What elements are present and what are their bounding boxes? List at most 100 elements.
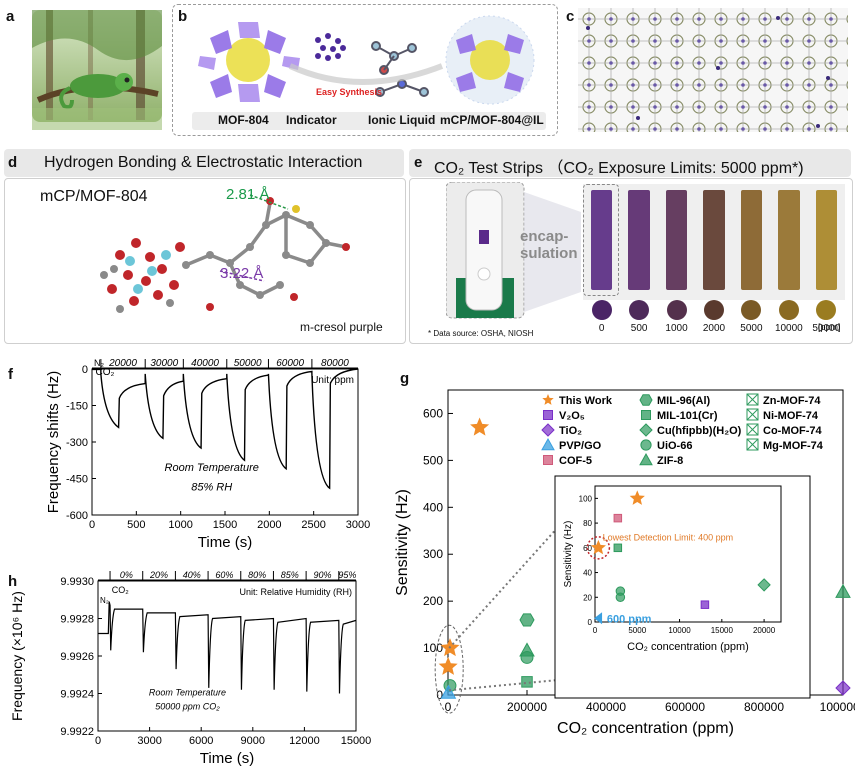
y-tick-label: 200 xyxy=(423,594,443,608)
marker-triangle xyxy=(835,583,851,598)
condition-temp: Room Temperature xyxy=(149,687,226,697)
marker-square xyxy=(641,410,651,420)
p600-label: 600 ppm xyxy=(607,613,652,625)
unit-note: Unit: ppm xyxy=(311,375,354,386)
panel-label-c: c xyxy=(566,8,575,25)
test-strip-vial xyxy=(628,190,650,290)
inset-y-tick-label: 80 xyxy=(583,519,592,528)
y-tick-label: -450 xyxy=(66,474,88,486)
y-tick-label: 600 xyxy=(423,406,443,420)
marker-hexagon xyxy=(639,394,653,406)
marker-diamond xyxy=(757,578,771,592)
inset-y-tick-label: 100 xyxy=(579,494,593,503)
chart-f-frequency-shifts: N₂ 20000 30000 40000 50000 60000 800000 500 1000… xyxy=(45,358,370,550)
condition-temp: Room Temperature xyxy=(165,462,259,474)
gas-label: N₂ xyxy=(94,358,104,368)
y-tick-label: 9.9924 xyxy=(60,689,94,701)
marker-diamond xyxy=(835,680,851,696)
inset-x-tick-label: 15000 xyxy=(711,626,734,635)
concentration-label: 2000 xyxy=(702,323,726,334)
legend-label: This Work xyxy=(559,395,613,407)
panel-d-frame xyxy=(4,178,406,344)
marker-cross xyxy=(746,438,759,451)
marker-triangle xyxy=(440,684,457,699)
concentration-label: 50000 xyxy=(812,323,841,334)
x-tick-label: 600000 xyxy=(665,700,705,714)
chameleon-illustration xyxy=(32,10,162,130)
panel-label-f: f xyxy=(8,366,13,383)
panel-e-title: CO₂ Test Strips （CO₂ Exposure Limits: 50… xyxy=(434,160,804,177)
marker-triangle xyxy=(639,452,653,466)
x-tick-label: 800000 xyxy=(744,700,784,714)
x-tick-label: 2000 xyxy=(257,519,281,531)
panel-label-g: g xyxy=(400,370,410,387)
marker-box xyxy=(746,438,759,451)
marker-cross xyxy=(746,423,759,436)
panel-d-header-bar xyxy=(4,149,404,177)
hbond-distance-label: 2.81 Å xyxy=(226,186,270,203)
y-tick-label: 400 xyxy=(423,500,443,514)
zoom-ellipse xyxy=(434,624,464,714)
legend-label: MIL-96(Al) xyxy=(657,395,711,407)
marker-hexagon xyxy=(519,613,535,627)
color-swatch xyxy=(629,300,650,320)
test-strip-vial xyxy=(665,190,688,290)
marker-triangle xyxy=(541,437,555,451)
marker-square xyxy=(521,676,533,688)
marker-circle xyxy=(520,651,534,664)
marker-star xyxy=(470,417,490,436)
x-axis-title: CO₂ concentration (ppm) xyxy=(557,720,734,737)
test-strip-vial xyxy=(740,190,763,290)
y-tick-label: -150 xyxy=(66,401,88,413)
y-tick-label: 9.9926 xyxy=(60,651,94,663)
y-tick-label: -600 xyxy=(66,510,88,522)
marker-square xyxy=(543,410,553,420)
marker-square xyxy=(700,600,710,609)
legend-label: TiO₂ xyxy=(559,425,582,437)
panel-label-e: e xyxy=(414,154,423,171)
y-axis-title: Frequency (×10⁶ Hz) xyxy=(9,591,25,721)
marker-circle xyxy=(615,586,626,596)
marker-box xyxy=(746,393,759,406)
chart-h-humidity-frequency: 0% 20% 40% 60% 80% 85% 90% 95% 0 3000 6000 9000 1200… xyxy=(9,570,372,767)
strip-vials xyxy=(583,186,845,294)
y-axis-title: Sensitivity (Hz) xyxy=(394,489,411,596)
step-label: 60000 xyxy=(276,358,304,369)
legend-label: Mg-MOF-74 xyxy=(763,440,824,452)
test-strip-vial xyxy=(778,190,800,290)
marker-square xyxy=(613,513,623,523)
color-swatch xyxy=(816,300,837,320)
y-tick-label: 500 xyxy=(423,453,443,467)
concentration-label: 1000 xyxy=(665,323,688,334)
step-label: 90% xyxy=(313,570,331,580)
x-axis-title: Time (s) xyxy=(200,750,254,767)
x-tick-label: 1000000 xyxy=(820,700,855,714)
step-label: 95% xyxy=(338,570,356,580)
x-tick-label: 0 xyxy=(445,700,452,714)
legend-label: COF-5 xyxy=(559,455,592,467)
marker-star xyxy=(590,539,606,555)
panel-b-caption-bar xyxy=(192,112,546,130)
x-tick-label: 1000 xyxy=(168,519,192,531)
step-label: 30000 xyxy=(150,358,178,369)
test-strip-photo xyxy=(446,182,581,319)
x-tick-label: 15000 xyxy=(341,735,372,747)
x-tick-label: 200000 xyxy=(507,700,547,714)
inset-frame xyxy=(554,475,811,699)
color-swatch xyxy=(666,300,687,320)
marker-cross xyxy=(746,393,759,406)
molecule-label: mCP/MOF-804 xyxy=(40,188,148,205)
step-label: 80000 xyxy=(321,358,349,369)
easy-synthesis-label: Easy Synthesis xyxy=(316,87,383,97)
marker-box xyxy=(746,408,759,421)
legend-label: Co-MOF-74 xyxy=(763,425,823,437)
x-tick-label: 0 xyxy=(95,735,101,747)
panel-e-header-bar xyxy=(409,149,851,177)
color-swatches: 0 500 1000 2000 5000 10000 50000 xyxy=(583,300,845,340)
mof-804-structure xyxy=(198,22,300,102)
step-label: 60% xyxy=(215,570,233,580)
crystal-packing-image xyxy=(578,8,848,132)
product-structure xyxy=(445,15,535,105)
plot-frame xyxy=(97,580,357,732)
legend-label: Cu(hfipbb)(H₂O) xyxy=(657,425,742,437)
